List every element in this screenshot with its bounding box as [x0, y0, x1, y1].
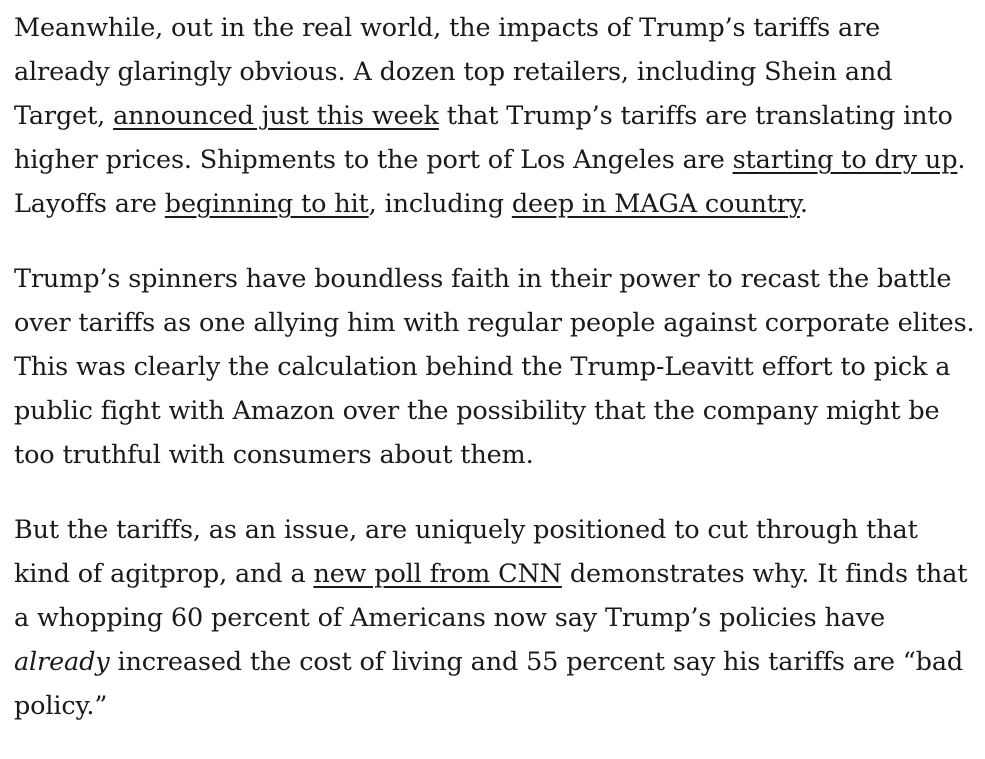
- paragraph-text: , including: [368, 189, 512, 219]
- article-body: Meanwhile, out in the real world, the im…: [14, 0, 976, 759]
- paragraph-text: But the tariffs, as an issue, are unique…: [14, 515, 918, 589]
- link-beginning-to-hit[interactable]: beginning to hit: [164, 189, 369, 219]
- link-starting-to-dry-up[interactable]: starting to dry up: [732, 145, 958, 175]
- link-new-poll-from-cnn[interactable]: new poll from CNN: [313, 559, 562, 589]
- paragraph-text: Trump’s spinners have boundless faith in…: [14, 264, 975, 470]
- paragraph-text: . Layoffs are: [14, 145, 966, 219]
- paragraph-text: demonstrates why. It finds that a whoppi…: [14, 559, 968, 633]
- emphasis-already: already: [14, 647, 110, 677]
- paragraph-poll: But the tariffs, as an issue, are unique…: [14, 508, 976, 728]
- paragraph-text: Meanwhile, out in the real world, the im…: [14, 13, 893, 131]
- paragraph-text: increased the cost of living and 55 perc…: [14, 647, 964, 721]
- paragraph-impacts: Meanwhile, out in the real world, the im…: [14, 6, 976, 226]
- paragraph-text: that Trump’s tariffs are translating int…: [14, 101, 953, 175]
- paragraph-spinners: Trump’s spinners have boundless faith in…: [14, 257, 976, 477]
- link-deep-in-maga-country[interactable]: deep in MAGA country: [511, 189, 800, 219]
- link-announced-this-week[interactable]: announced just this week: [113, 101, 439, 131]
- paragraph-text: .: [799, 189, 808, 219]
